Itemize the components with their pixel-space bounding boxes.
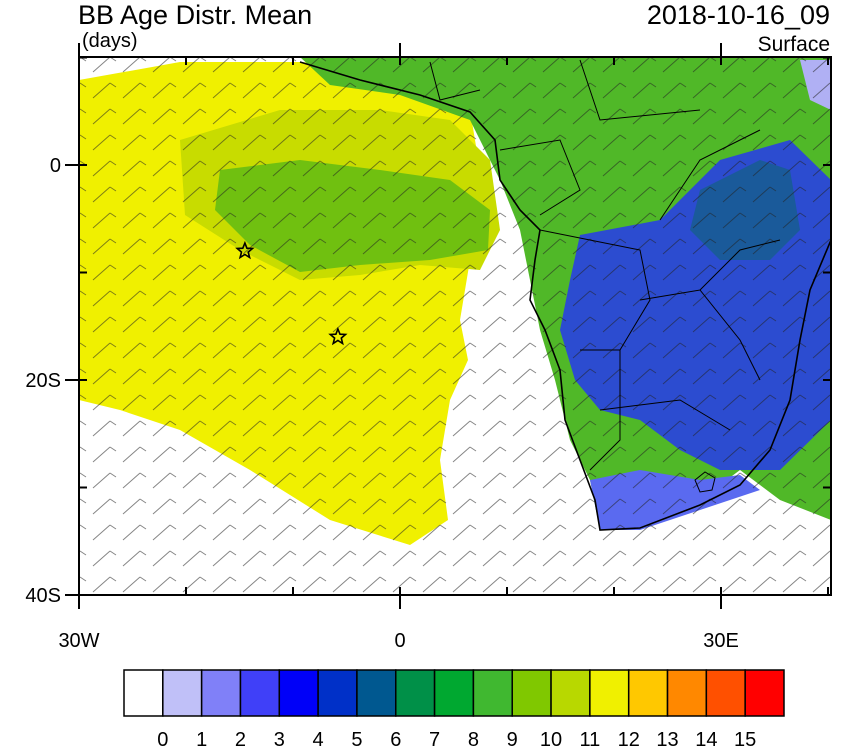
colorbar-label: 5 [351,729,362,750]
map-title: BB Age Distr. Mean [78,0,313,30]
colorbar-swatch [550,669,591,717]
colorbar-label: 6 [390,729,401,750]
colorbar-swatch [239,669,281,717]
y-tick-label: 40S [25,585,61,607]
lesotho-outline [694,471,716,493]
colorbar-label: 14 [695,729,717,750]
x-tick-label: 30W [58,630,99,652]
colorbar-label: 0 [157,729,168,750]
colorbar-label: 1 [196,729,207,750]
colorbar-swatch [356,669,397,717]
plot-frame [78,56,832,596]
colorbar-swatch [433,669,475,717]
wind-barbs [79,57,831,595]
colorbar-swatch [705,669,746,717]
colorbar-label: 13 [656,729,678,750]
colorbar-swatch [395,669,436,717]
colorbar-label: 7 [429,729,440,750]
colorbar-swatch [666,669,708,717]
star-east-icon [328,326,348,346]
x-tick-label: 30E [703,630,739,652]
colorbar: 0 1 2 3 4 5 6 7 8 9 10 11 12 13 14 15 [123,669,785,750]
colorbar-swatch [511,669,552,717]
colorbar-label: 4 [313,729,324,750]
y-tick-label: 20S [25,370,61,392]
colorbar-swatch [123,669,164,717]
colorbar-swatch [589,669,630,717]
colorbar-swatch [317,669,358,717]
colorbar-label: 11 [579,729,600,750]
x-axis: 30W 0 30E [58,43,829,652]
colorbar-label: 9 [507,729,518,750]
country-borders [429,59,781,471]
colorbar-swatch [627,669,669,717]
age-shading [79,57,831,595]
datetime-label: 2018-10-16_09 [646,0,830,30]
colorbar-label: 15 [734,729,756,750]
y-tick-label: 0 [50,155,61,177]
colorbar-label: 10 [540,729,562,750]
colorbar-label: 3 [274,729,285,750]
colorbar-label: 12 [618,729,640,750]
level-label: Surface [757,33,830,56]
x-tick-label: 0 [394,630,405,652]
colorbar-swatch [744,669,785,717]
colorbar-label: 8 [468,729,479,750]
y-axis: 0 20S 40S [25,56,831,607]
units-label: (days) [82,30,138,52]
star-west-icon [235,240,255,260]
colorbar-label: 2 [235,729,246,750]
colorbar-swatch [472,669,513,717]
colorbar-swatch [200,669,242,717]
coastline-africa [299,61,831,531]
star-markers [235,240,348,346]
colorbar-swatch [278,669,319,717]
colorbar-swatch [162,669,203,717]
